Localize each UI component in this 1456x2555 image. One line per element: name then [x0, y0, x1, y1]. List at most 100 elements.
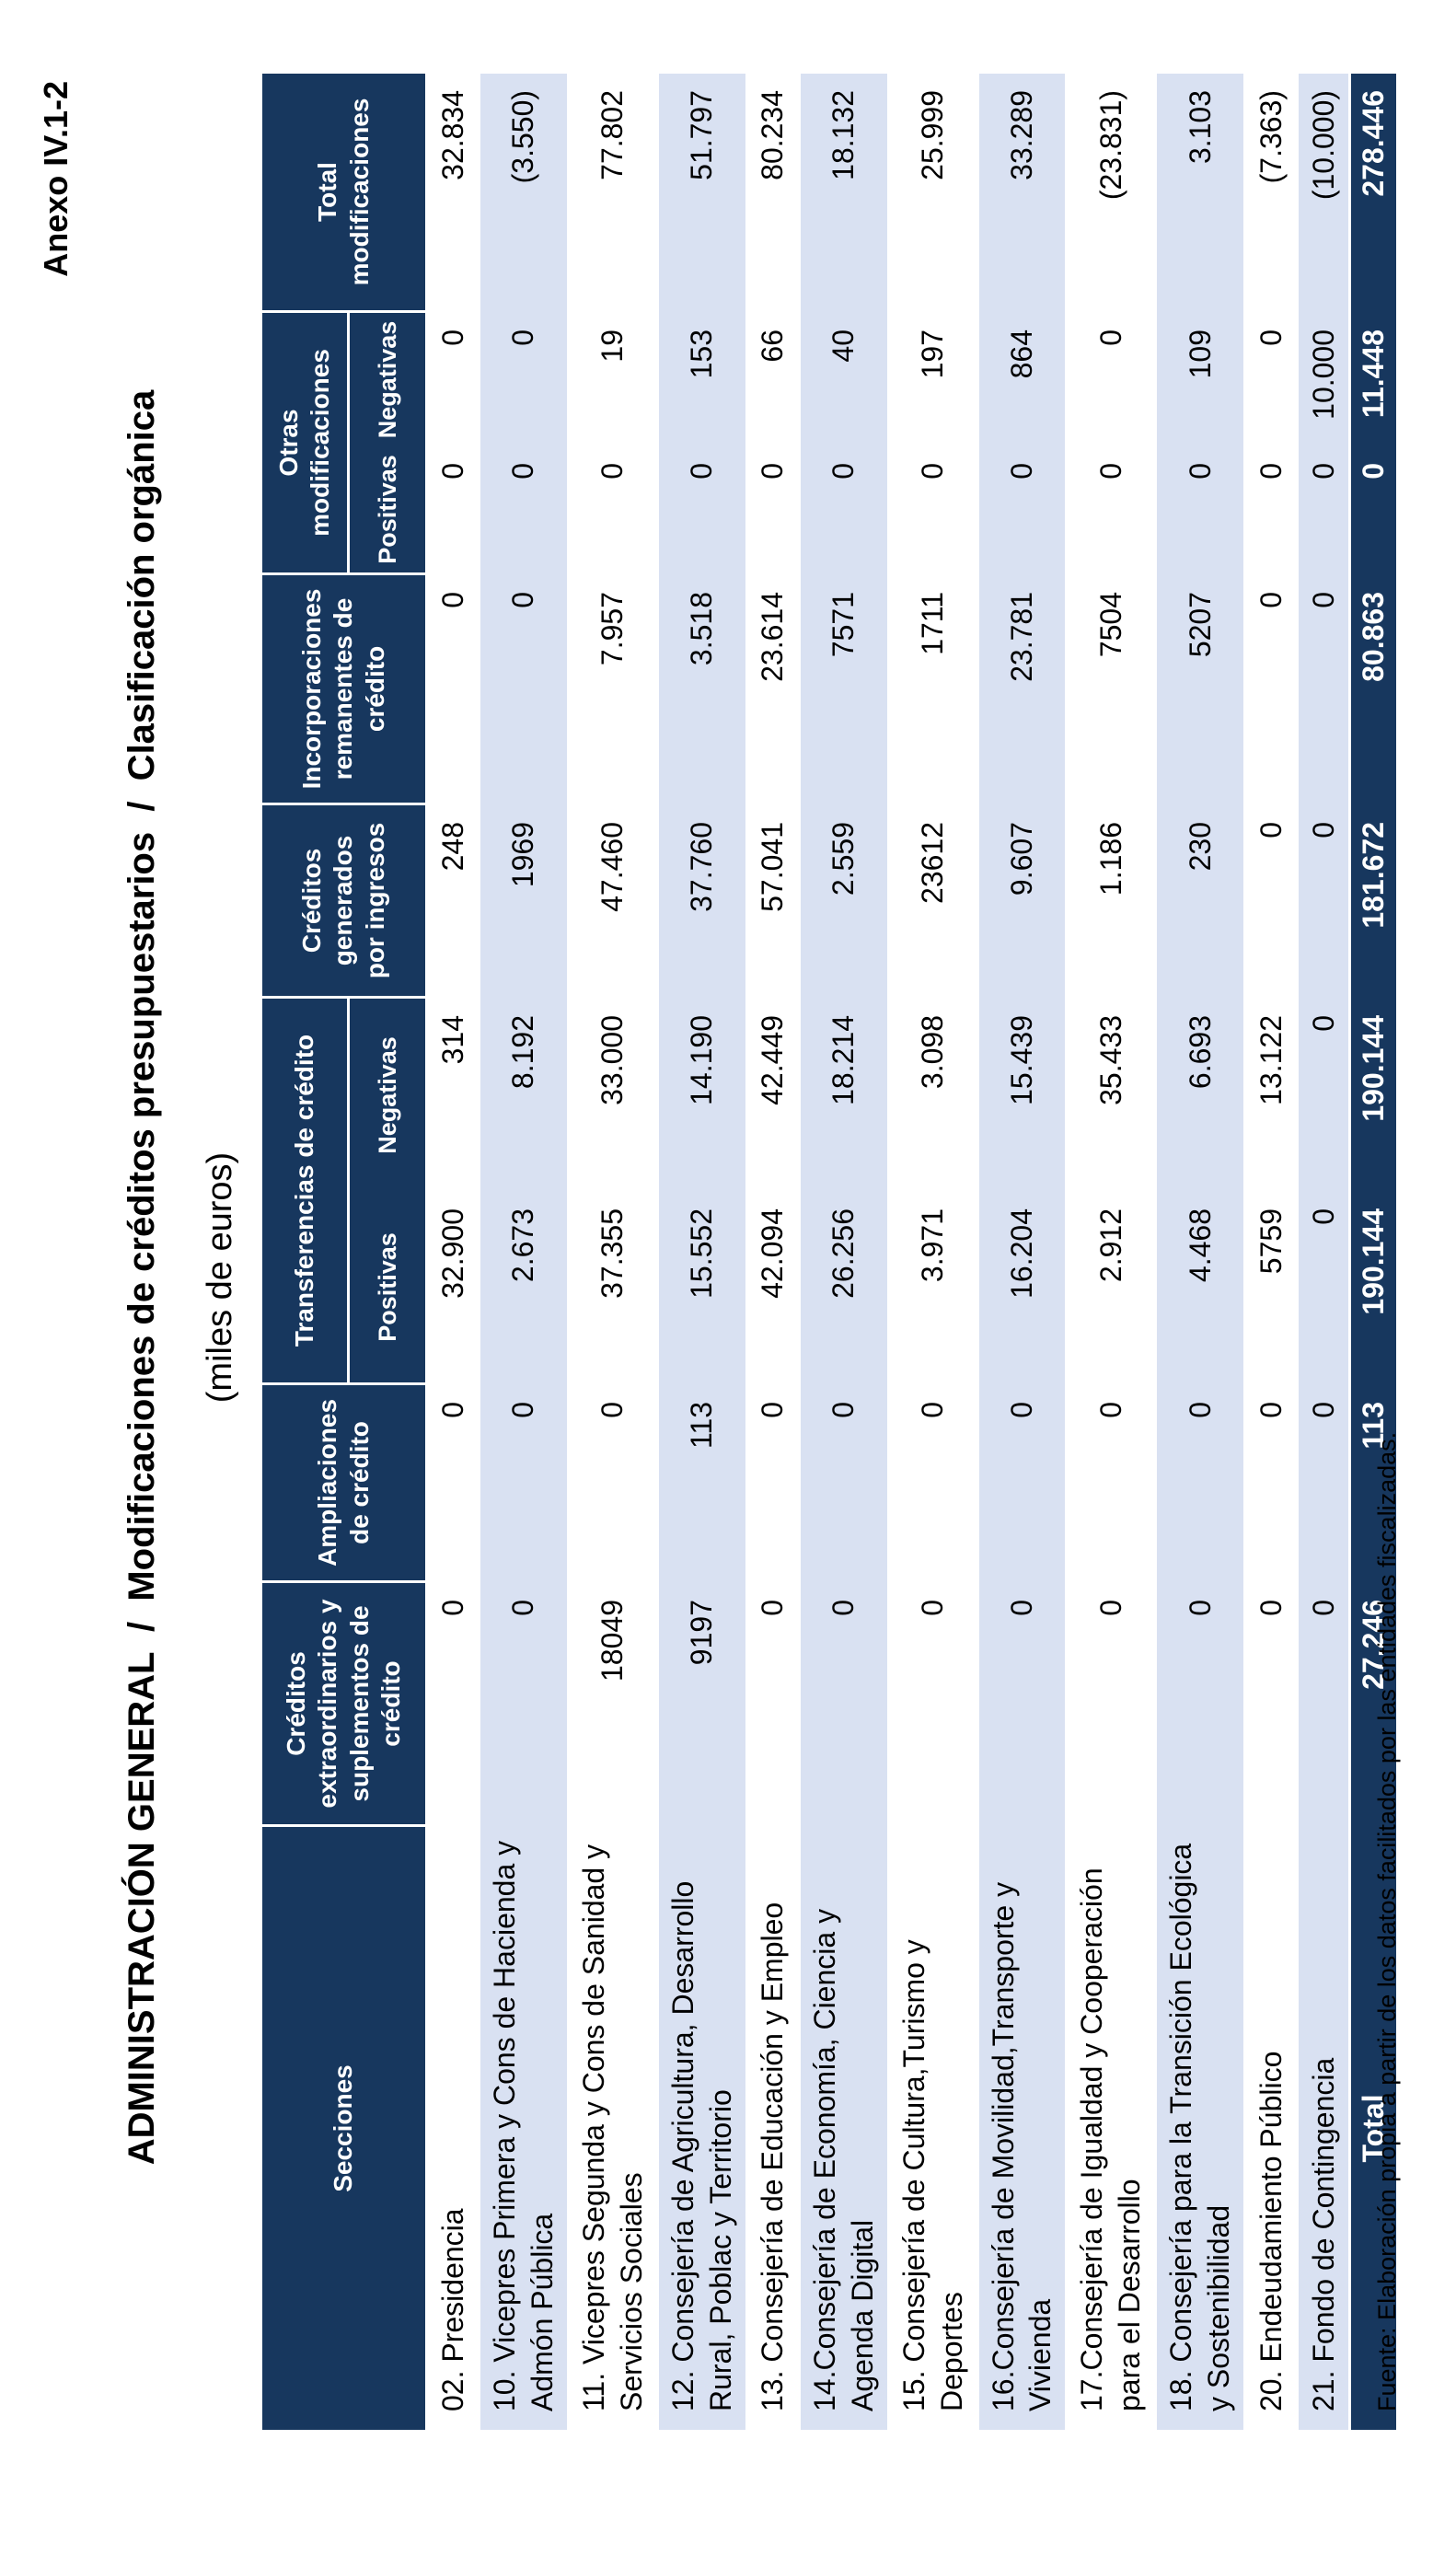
value-cell: 190.144 — [1348, 998, 1397, 1192]
value-cell: 0 — [425, 312, 478, 446]
value-cell: 190.144 — [1348, 1192, 1397, 1385]
table-row: 17.Consejería de Igualdad y Cooperación … — [1065, 73, 1155, 2430]
subcolumn-header-transferencias-positivas: Positivas — [350, 1192, 425, 1385]
value-cell: 5207 — [1154, 574, 1244, 805]
value-cell: 33.000 — [566, 998, 656, 1192]
value-cell: 113 — [655, 1385, 745, 1583]
value-cell: 6.693 — [1154, 998, 1244, 1192]
value-cell: 0 — [1065, 445, 1155, 575]
value-cell: 3.518 — [655, 574, 745, 805]
value-cell: 3.103 — [1154, 73, 1244, 313]
value-cell: 0 — [745, 445, 798, 575]
value-cell: 0 — [1154, 445, 1244, 575]
value-cell: 9197 — [655, 1583, 745, 1827]
value-cell: 278.446 — [1348, 73, 1397, 313]
value-cell: 248 — [425, 804, 478, 999]
value-cell: 0 — [797, 1385, 887, 1583]
column-header-secciones: Secciones — [262, 1827, 425, 2430]
annex-label: Anexo IV.1-2 — [37, 81, 75, 277]
value-cell: 0 — [886, 445, 976, 575]
value-cell: 18.132 — [797, 73, 887, 313]
value-cell: 16.204 — [976, 1192, 1066, 1385]
value-cell: 11.448 — [1348, 312, 1397, 446]
table-row: 10. Vicepres Primera y Cons de Hacienda … — [478, 73, 567, 2430]
column-header-ampliaciones: Ampliaciones de crédito — [262, 1385, 425, 1583]
subcolumn-header-otras-negativas: Negativas — [350, 312, 425, 446]
value-cell: 7504 — [1065, 574, 1155, 805]
value-cell: 51.797 — [655, 73, 745, 313]
value-cell: 0 — [886, 1583, 976, 1827]
value-cell: 15.439 — [976, 998, 1066, 1192]
value-cell: 0 — [425, 1385, 478, 1583]
value-cell: 0 — [566, 1385, 656, 1583]
value-cell: 0 — [1296, 998, 1349, 1192]
value-cell: 0 — [1065, 312, 1155, 446]
row-label-cell: 18. Consejería para la Transición Ecológ… — [1154, 1827, 1244, 2430]
value-cell: 32.834 — [425, 73, 478, 313]
value-cell: 0 — [745, 1583, 798, 1827]
row-label-cell: 11. Vicepres Segunda y Cons de Sanidad y… — [566, 1827, 656, 2430]
value-cell: 0 — [425, 574, 478, 805]
column-header-creditos-generados: Créditos generados por ingresos — [262, 804, 425, 999]
value-cell: 0 — [478, 312, 567, 446]
value-cell: 0 — [976, 445, 1066, 575]
value-cell: 0 — [1348, 445, 1397, 575]
value-cell: 0 — [976, 1583, 1066, 1827]
value-cell: 0 — [1065, 1583, 1155, 1827]
row-label-cell: 17.Consejería de Igualdad y Cooperación … — [1065, 1827, 1155, 2430]
row-label-cell: 02. Presidencia — [425, 1827, 478, 2430]
value-cell: 3.971 — [886, 1192, 976, 1385]
value-cell: 0 — [1296, 445, 1349, 575]
value-cell: 2.559 — [797, 804, 887, 999]
value-cell: 18.214 — [797, 998, 887, 1192]
value-cell: (3.550) — [478, 73, 567, 313]
table-row: 15. Consejería de Cultura,Turismo y Depo… — [886, 73, 976, 2430]
column-header-transferencias: Transferencias de crédito — [262, 998, 350, 1385]
value-cell: 80.234 — [745, 73, 798, 313]
column-header-incorporaciones: Incorporaciones remanentes de crédito — [262, 574, 425, 805]
value-cell: 35.433 — [1065, 998, 1155, 1192]
value-cell: 19 — [566, 312, 656, 446]
value-cell: 23.781 — [976, 574, 1066, 805]
value-cell: 0 — [1243, 574, 1297, 805]
column-header-creditos-extraordinarios: Créditos extraordinarios y suplementos d… — [262, 1583, 425, 1827]
row-label-cell: 14.Consejería de Economía, Ciencia y Age… — [797, 1827, 887, 2430]
value-cell: 0 — [1296, 1192, 1349, 1385]
value-cell: 23612 — [886, 804, 976, 999]
table-body: 02. Presidencia 0 0 32.900 314 248 0 0 0 32.834 10… — [425, 73, 1397, 2430]
value-cell: 181.672 — [1348, 804, 1397, 999]
value-cell: 4.468 — [1154, 1192, 1244, 1385]
row-label-cell: 12. Consejería de Agricultura, Desarroll… — [655, 1827, 745, 2430]
value-cell: 0 — [425, 445, 478, 575]
value-cell: 1.186 — [1065, 804, 1155, 999]
value-cell: 153 — [655, 312, 745, 446]
value-cell: 0 — [1243, 804, 1297, 999]
value-cell: 0 — [745, 1385, 798, 1583]
value-cell: 1969 — [478, 804, 567, 999]
value-cell: 5759 — [1243, 1192, 1297, 1385]
value-cell: 0 — [1296, 1385, 1349, 1583]
value-cell: 47.460 — [566, 804, 656, 999]
value-cell: 42.449 — [745, 998, 798, 1192]
value-cell: 0 — [1154, 1583, 1244, 1827]
value-cell: 0 — [655, 445, 745, 575]
row-label-cell: 21. Fondo de Contingencia — [1296, 1827, 1349, 2430]
value-cell: 0 — [478, 1385, 567, 1583]
value-cell: 2.912 — [1065, 1192, 1155, 1385]
row-label-cell: 13. Consejería de Educación y Empleo — [745, 1827, 798, 2430]
table-row: 21. Fondo de Contingencia 0 0 0 0 0 0 0 10.000 (1… — [1296, 73, 1349, 2430]
value-cell: 14.190 — [655, 998, 745, 1192]
value-cell: 66 — [745, 312, 798, 446]
value-cell: 0 — [1243, 445, 1297, 575]
table-row: 18. Consejería para la Transición Ecológ… — [1154, 73, 1244, 2430]
value-cell: 80.863 — [1348, 574, 1397, 805]
value-cell: 2.673 — [478, 1192, 567, 1385]
value-cell: 864 — [976, 312, 1066, 446]
value-cell: 0 — [1296, 574, 1349, 805]
value-cell: (7.363) — [1243, 73, 1297, 313]
source-note: Fuente: Elaboración propia a partir de l… — [1373, 1431, 1401, 2411]
modifications-table: Secciones Créditos extraordinarios y sup… — [262, 73, 1397, 2430]
table-row: 20. Endeudamiento Público 0 0 5759 13.122 0 0 0… — [1243, 73, 1297, 2430]
value-cell: 0 — [1296, 804, 1349, 999]
